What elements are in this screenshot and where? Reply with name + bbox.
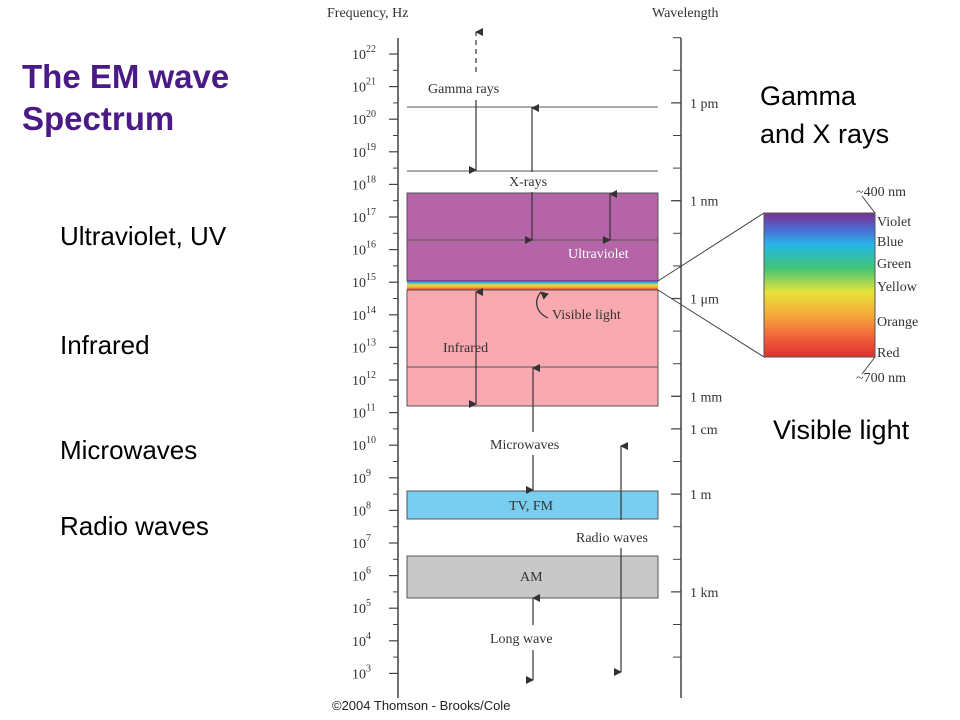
inset-blue-label: Blue (877, 235, 903, 250)
wavelength-header: Wavelength (652, 6, 719, 21)
frequency-tick-label: 1022 (352, 44, 376, 63)
wavelength-tick-label: 1 m (690, 488, 712, 503)
caption-gamma-line1: Gamma (760, 81, 857, 111)
frequency-tick-label: 1014 (352, 305, 376, 324)
caption-gamma-xrays: Gamma and X rays (760, 77, 889, 153)
tvfm-band (406, 490, 659, 520)
frequency-tick-exponent: 13 (366, 337, 376, 348)
infrared-label: Infrared (443, 341, 488, 356)
frequency-tick-label: 1012 (352, 370, 376, 389)
wavelength-tick-label: 1 μm (690, 293, 719, 308)
inset-connector-bottom (657, 289, 765, 358)
frequency-tick-exponent: 8 (366, 500, 371, 511)
frequency-header: Frequency, Hz (327, 6, 409, 21)
am-label: AM (520, 570, 543, 585)
visible-pointer-arrow (536, 291, 549, 319)
label-microwaves: Microwaves (60, 435, 198, 465)
frequency-tick-exponent: 6 (366, 566, 371, 577)
frequency-tick-label: 1011 (352, 403, 376, 422)
inset-700nm-leader (861, 356, 876, 375)
frequency-tick-label: 1015 (352, 272, 376, 291)
wavelength-ticks: 1 pm 1 nm 1 μm 1 mm 1 cm 1 m 1 km (671, 37, 722, 658)
ultraviolet-label: Ultraviolet (568, 247, 629, 262)
wavelength-tick-label: 1 nm (690, 195, 719, 210)
frequency-tick-exponent: 4 (366, 631, 371, 642)
frequency-tick-label: 106 (352, 566, 371, 585)
frequency-ticks: 1022102110201019101810171016101510141013… (352, 44, 398, 682)
frequency-tick-label: 1013 (352, 337, 376, 356)
visible-inset: ~400 nm ~700 nm Violet Blue Green Yellow… (657, 185, 918, 386)
copyright-notice: ©2004 Thomson - Brooks/Cole (332, 698, 511, 713)
tvfm-label: TV, FM (509, 499, 554, 514)
frequency-tick-exponent: 20 (366, 109, 376, 120)
frequency-tick-label: 109 (352, 468, 371, 487)
frequency-tick-label: 1010 (352, 435, 376, 454)
inset-700nm-label: ~700 nm (856, 371, 906, 386)
frequency-tick-exponent: 19 (366, 142, 376, 153)
inset-400nm-leader (861, 195, 876, 214)
frequency-tick-label: 1019 (352, 142, 376, 161)
slide-title: The EM wave Spectrum (22, 56, 302, 140)
range-arrows (469, 28, 628, 684)
frequency-tick-exponent: 21 (366, 77, 376, 88)
frequency-tick-label: 108 (352, 500, 371, 519)
frequency-tick-label: 105 (352, 598, 371, 617)
label-radio-waves: Radio waves (60, 511, 209, 541)
xrays-label: X-rays (509, 175, 547, 190)
label-ultraviolet: Ultraviolet, UV (60, 221, 227, 251)
frequency-tick-exponent: 15 (366, 272, 376, 283)
radio-waves-label: Radio waves (576, 531, 648, 546)
frequency-tick-exponent: 17 (366, 207, 376, 218)
frequency-tick-label: 1016 (352, 240, 376, 259)
frequency-tick-label: 1020 (352, 109, 376, 128)
wavelength-tick-label: 1 km (690, 586, 719, 601)
inset-red-label: Red (877, 346, 900, 361)
frequency-tick-label: 1018 (352, 174, 376, 193)
caption-visible-light: Visible light (773, 415, 910, 445)
frequency-tick-label: 107 (352, 533, 371, 552)
frequency-tick-exponent: 5 (366, 598, 371, 609)
frequency-tick-exponent: 11 (366, 403, 376, 414)
frequency-tick-exponent: 12 (366, 370, 376, 381)
inset-green-label: Green (877, 257, 911, 272)
frequency-tick-exponent: 3 (366, 663, 371, 674)
title-line-2: Spectrum (22, 100, 175, 137)
visible-band (407, 280, 658, 290)
title-line-1: The EM wave (22, 58, 230, 95)
frequency-tick-exponent: 14 (366, 305, 376, 316)
frequency-tick-exponent: 9 (366, 468, 371, 479)
frequency-tick-exponent: 10 (366, 435, 376, 446)
inset-connector-top (657, 212, 765, 282)
frequency-tick-label: 1017 (352, 207, 376, 226)
caption-gamma-line2: and X rays (760, 119, 890, 149)
frequency-tick-exponent: 18 (366, 174, 376, 185)
inset-orange-label: Orange (877, 315, 918, 330)
inset-violet-label: Violet (877, 215, 911, 230)
inset-400nm-label: ~400 nm (856, 185, 906, 200)
inset-yellow-label: Yellow (877, 280, 918, 295)
wavelength-tick-label: 1 cm (690, 423, 718, 438)
wavelength-tick-label: 1 pm (690, 97, 719, 112)
frequency-tick-exponent: 7 (366, 533, 371, 544)
visible-spectrum-bar (763, 212, 876, 358)
long-wave-label: Long wave (490, 632, 553, 647)
frequency-tick-label: 1021 (352, 77, 376, 96)
visible-light-label: Visible light (552, 308, 621, 323)
microwaves-label: Microwaves (490, 438, 559, 453)
frequency-tick-label: 104 (352, 631, 371, 650)
wavelength-tick-label: 1 mm (690, 390, 722, 405)
gamma-rays-label: Gamma rays (428, 82, 499, 97)
frequency-tick-exponent: 16 (366, 240, 376, 251)
label-infrared: Infrared (60, 330, 150, 360)
am-band (406, 555, 659, 599)
frequency-tick-label: 103 (352, 663, 371, 682)
frequency-tick-exponent: 22 (366, 44, 376, 55)
